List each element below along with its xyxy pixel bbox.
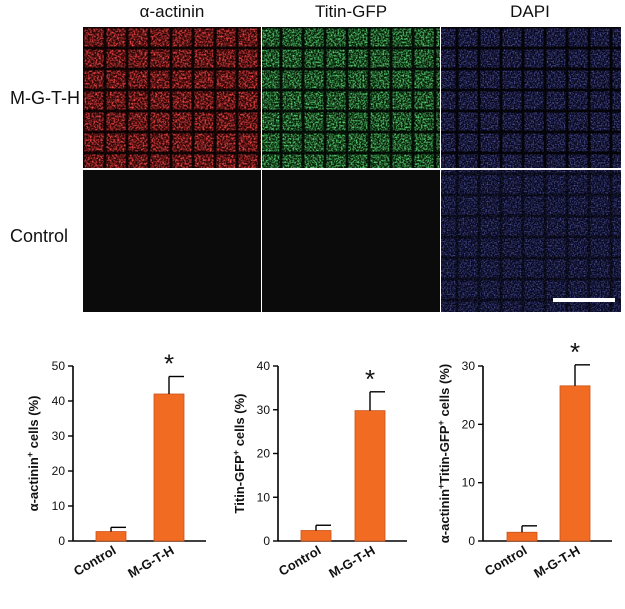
row-label-mgth: M-G-T-H: [10, 88, 80, 108]
micrograph-panel: [83, 27, 621, 312]
chart1-y-tick-label: 0: [58, 534, 65, 548]
tile-mgth-titin-gfp: [262, 27, 440, 168]
chart1-significance-marker: *: [164, 349, 174, 379]
tile-mgth-alpha-actinin: [83, 27, 261, 168]
chart3-y-tick-label: 10: [462, 476, 476, 490]
chart2-y-tick-label: 10: [257, 490, 271, 504]
chart2-y-tick-label: 0: [263, 534, 270, 548]
chart1-y-tick-label: 50: [52, 359, 66, 373]
chart2-category-label: Control: [276, 543, 324, 579]
chart3-bar-mgth: [559, 385, 591, 542]
tile-control-alpha-actinin: [83, 170, 261, 312]
chart2-y-tick-label: 20: [257, 447, 271, 461]
row-label-control: Control: [10, 226, 69, 246]
chart1-category-label: Control: [71, 543, 119, 579]
chart1-bar-mgth: [153, 393, 185, 542]
chart1-y-tick-label: 40: [52, 394, 66, 408]
chart2-bar-mgth: [354, 410, 386, 542]
column-title-dapi: DAPI: [510, 2, 550, 21]
tile-mgth-dapi: [441, 27, 621, 168]
chart2-significance-marker: *: [365, 364, 375, 394]
scale-bar: [553, 298, 615, 302]
column-title-titin-gfp: Titin-GFP: [314, 2, 388, 21]
chart3-y-tick-label: 0: [468, 534, 475, 548]
chart3-bar-control: [506, 531, 538, 542]
chart3-y-tick-label: 30: [462, 359, 476, 373]
chart3-y-axis-label: α-actinin+Titin-GFP+ cells (%): [436, 364, 452, 543]
column-title-alpha-actinin: α-actinin: [139, 2, 205, 21]
tile-control-titin-gfp: [262, 170, 440, 312]
tile-control-dapi: [441, 170, 621, 312]
chart1-category-label: M-G-T-H: [125, 543, 176, 581]
chart2-y-tick-label: 30: [257, 403, 271, 417]
chart1-y-tick-label: 10: [52, 499, 66, 513]
chart1-bar-control: [95, 531, 127, 542]
chart1-y-tick-label: 30: [52, 429, 66, 443]
chart3-significance-marker: *: [570, 337, 580, 367]
chart2-y-tick-label: 40: [257, 359, 271, 373]
chart3-category-label: Control: [482, 543, 530, 579]
chart1-y-axis-label: α-actinin+ cells (%): [25, 396, 41, 512]
chart2-bar-control: [300, 530, 332, 542]
chart2-category-label: M-G-T-H: [326, 543, 377, 581]
chart2-y-axis-label: Titin-GFP+ cells (%): [231, 394, 247, 514]
chart1-y-tick-label: 20: [52, 464, 66, 478]
chart3-y-tick-label: 20: [462, 417, 476, 431]
chart3-category-label: M-G-T-H: [531, 543, 582, 581]
